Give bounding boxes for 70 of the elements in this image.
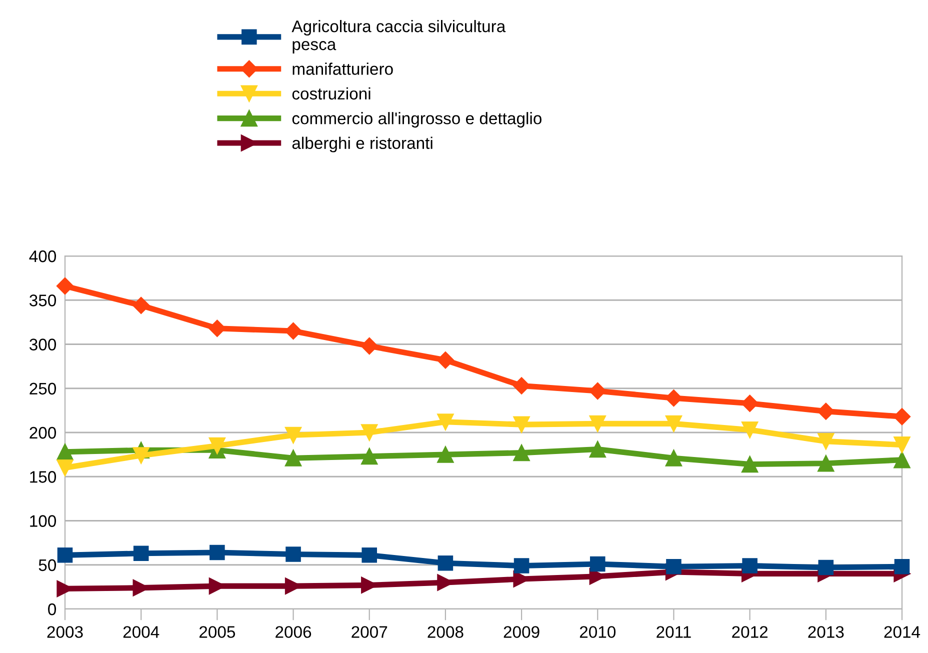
point <box>133 546 149 562</box>
point <box>741 394 758 412</box>
x-tick-label: 2005 <box>199 626 236 638</box>
y-tick-label: 350 <box>29 294 56 306</box>
y-tick-label: 400 <box>29 250 56 262</box>
point <box>361 448 378 465</box>
y-tick-label: 50 <box>38 559 56 572</box>
legend-label: manifatturiero <box>292 62 393 75</box>
point <box>56 444 74 460</box>
point <box>741 422 758 438</box>
x-tick-label: 2008 <box>428 626 464 638</box>
point <box>665 415 682 432</box>
point <box>437 446 454 463</box>
point <box>360 337 378 355</box>
point <box>589 415 606 432</box>
y-tick-label: 250 <box>30 382 56 395</box>
legend-label: commercio all'ingrosso e dettaglio <box>292 112 542 128</box>
point <box>361 424 378 441</box>
x-tick-label: 2007 <box>352 626 388 638</box>
point <box>818 455 834 472</box>
point <box>817 402 834 420</box>
x-tick-label: 2011 <box>656 626 691 638</box>
point <box>665 450 682 466</box>
x-tick-label: 2003 <box>47 626 83 638</box>
x-tick-label: 2012 <box>732 626 768 638</box>
y-tick-label: 150 <box>30 471 56 483</box>
point <box>512 377 530 394</box>
y-tick-label: 0 <box>48 603 56 616</box>
x-tick-label: 2013 <box>808 626 844 638</box>
point <box>513 416 530 433</box>
point <box>590 556 606 572</box>
point <box>57 548 73 563</box>
point <box>513 444 530 462</box>
point <box>665 390 682 407</box>
point <box>132 296 150 314</box>
point <box>286 546 301 562</box>
point <box>437 414 454 430</box>
point <box>893 408 911 426</box>
x-tick-label: 2004 <box>123 626 160 638</box>
point <box>208 437 226 454</box>
point <box>818 432 834 450</box>
point <box>56 277 74 295</box>
point <box>132 447 150 464</box>
point <box>894 452 910 468</box>
point <box>894 559 910 574</box>
y-tick-label: 200 <box>30 426 56 439</box>
point <box>818 560 834 576</box>
point <box>589 382 606 400</box>
point <box>894 436 910 454</box>
x-tick-label: 2010 <box>580 626 616 638</box>
point <box>362 548 378 563</box>
point <box>514 558 530 574</box>
point <box>436 352 454 369</box>
point <box>742 558 758 574</box>
x-tick-label: 2014 <box>884 626 920 638</box>
point <box>741 456 758 473</box>
y-tick-label: 300 <box>29 338 56 350</box>
point <box>438 555 454 571</box>
point <box>56 459 74 476</box>
point <box>210 544 225 560</box>
legend-label: costruzioni <box>292 87 370 100</box>
x-tick-label: 2009 <box>504 626 540 638</box>
x-tick-label: 2006 <box>276 626 312 638</box>
point <box>284 426 302 444</box>
point <box>284 450 302 466</box>
point <box>666 559 682 574</box>
y-tick-label: 100 <box>30 515 56 527</box>
point <box>589 440 606 458</box>
point <box>208 320 226 337</box>
legend-label: alberghi e ristoranti <box>292 136 432 152</box>
